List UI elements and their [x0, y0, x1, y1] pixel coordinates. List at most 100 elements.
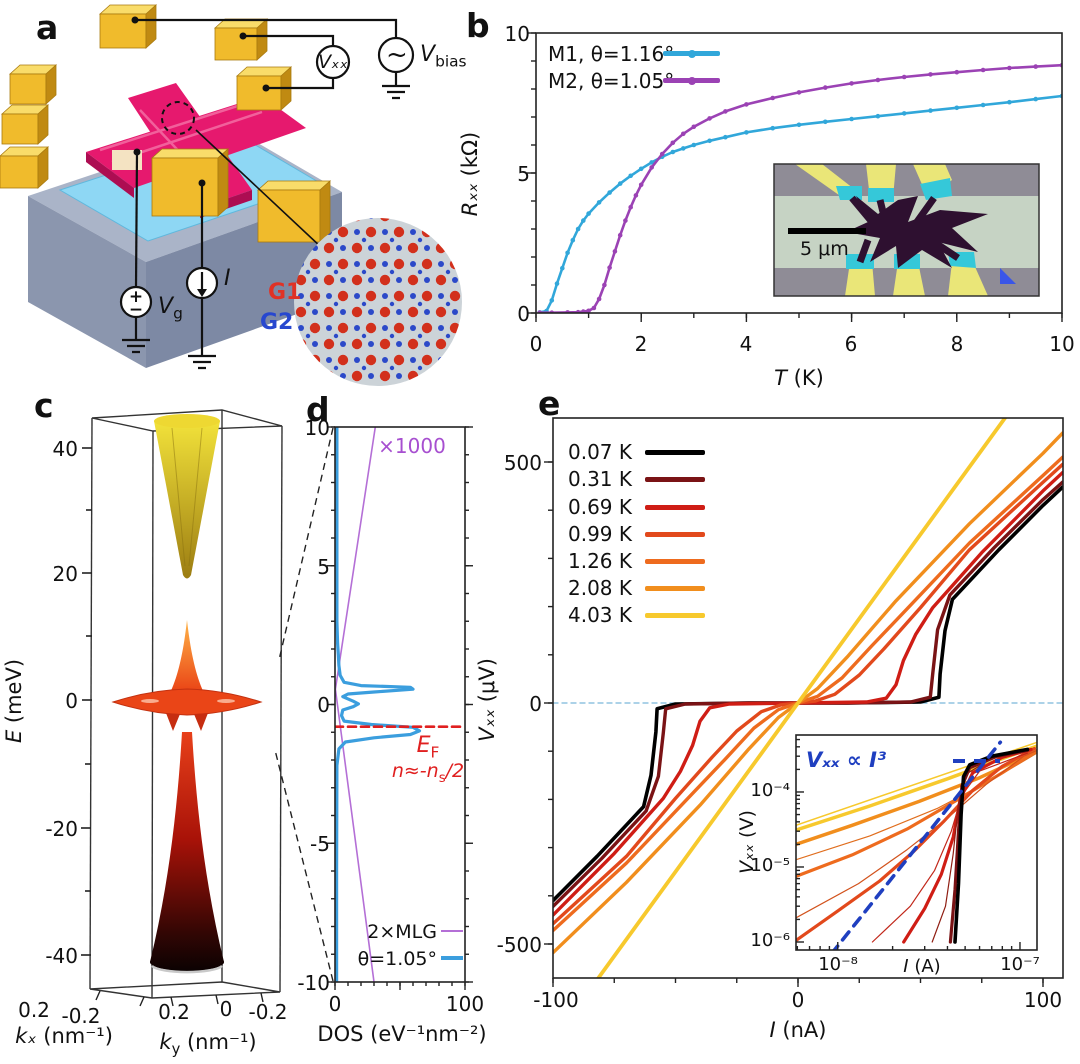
einset-ytick-1e-4: 10⁻⁴: [750, 780, 790, 801]
e-legend-007-label: 0.07 K: [568, 440, 633, 464]
substrate-left: [28, 196, 146, 368]
panel-label-c: c: [34, 386, 54, 425]
c-kaxis-ticks: [95, 990, 264, 1007]
d-ytick-10: 10: [304, 416, 330, 440]
b-legend-m1-label: M1, θ=1.16°: [548, 42, 675, 66]
e-legend-069-swatch: [645, 505, 705, 510]
c-kytick-02: 0.2: [158, 1000, 190, 1024]
c-kxtick-m02: -0.2: [61, 1004, 101, 1028]
e-legend-208-swatch: [645, 586, 705, 591]
d-xtick-100: 100: [445, 992, 485, 1016]
einset-ytick-1e-5: 10⁻⁵: [750, 855, 790, 876]
b-ytick-5: 5: [517, 162, 530, 186]
e-legend-126-label: 1.26 K: [568, 549, 633, 573]
cone-seams: [171, 427, 203, 567]
upper-cone-top: [154, 414, 220, 428]
e-legend-031-label: 0.31 K: [568, 467, 633, 491]
e-yaxis-label: Vₓₓ (μV): [475, 658, 499, 742]
b-xtick-4: 4: [739, 332, 753, 356]
c-ky-label: ky (nm⁻¹): [159, 1030, 257, 1059]
tbg-edge-1: [86, 152, 134, 198]
vxx-meter-label: Vₓₓ: [318, 51, 348, 73]
e-legend-126-swatch: [645, 559, 705, 564]
e-xaxis-label: I (nA): [769, 1018, 827, 1042]
c-kytick-0: 0: [219, 997, 233, 1021]
flat-band-glint-2: [217, 699, 235, 703]
vbias-label: Vbias: [420, 42, 467, 71]
e-ytick-m500: -500: [496, 933, 542, 957]
iv-chart-series: [553, 418, 1063, 978]
lower-cone-rim: [151, 965, 223, 974]
zoom-connector-lines: [274, 427, 334, 982]
b-ytick-0: 0: [517, 302, 530, 326]
flat-band: [111, 688, 263, 716]
current-label: I: [224, 266, 231, 291]
g2-label: G2: [260, 310, 294, 335]
d-legend-mlg-label: 2×MLG: [367, 921, 437, 943]
einset-xtick-1e-7: 10⁻⁷: [1000, 954, 1040, 975]
b-legend-m1-swatch: [663, 49, 720, 58]
panel-label-a: a: [36, 8, 59, 47]
c-ytick-m40: -40: [45, 944, 78, 968]
einset-ytick-1e-6: 10⁻⁶: [750, 930, 790, 951]
b-xtick-10: 10: [1049, 332, 1075, 356]
c-ytick-20: 20: [52, 562, 78, 586]
device-schematic: [0, 4, 462, 386]
flat-band-spike: [168, 620, 206, 697]
d-ytick-m5: -5: [310, 832, 330, 856]
dos-chart-series: [335, 427, 465, 982]
current-arrow-icon: [197, 272, 207, 297]
flat-band-glint-1: [141, 699, 159, 703]
d-ytick-5: 5: [317, 555, 330, 579]
vxx-meter-circle: [315, 44, 351, 80]
rt-chart-series: [537, 62, 1062, 313]
photo-blue-triangle: [1000, 268, 1016, 284]
gate-contact: [112, 150, 142, 170]
gold-pads: [0, 4, 332, 243]
flat-band-lower-spikes: [166, 713, 208, 731]
upper-dirac-cone: [154, 421, 220, 579]
moire-lattice-image: [294, 218, 462, 386]
c-ytick-0: 0: [65, 689, 78, 713]
b-yaxis-label: Rₓₓ (kΩ): [458, 131, 482, 217]
d-ytick-m10: -10: [297, 971, 330, 995]
vg-label: Vg: [158, 294, 183, 323]
e-legend-069-label: 0.69 K: [568, 495, 633, 519]
panel-label-b: b: [466, 6, 490, 45]
moire-region-circle: [161, 101, 195, 135]
e-legend-208-label: 2.08 K: [568, 576, 633, 600]
b-xtick-2: 2: [634, 332, 648, 356]
c-yaxis-label: E (meV): [2, 658, 26, 744]
vg-source-circle: [119, 285, 153, 319]
ac-source-icon: ~: [386, 40, 408, 70]
scale-bar-label: 5 μm: [800, 238, 849, 260]
e-xtick-100: 100: [1023, 988, 1063, 1012]
wire-contact-dots: [131, 16, 270, 187]
c-ytick-40: 40: [52, 437, 78, 461]
e-xtick-m100: -100: [533, 988, 579, 1012]
b-xtick-0: 0: [529, 332, 543, 356]
d-ef-label: EF: [416, 733, 440, 762]
panel-label-d: d: [306, 390, 330, 429]
e-legend-403-swatch: [645, 613, 705, 618]
c-kytick-m02: -0.2: [248, 1000, 288, 1024]
axis-ticks: [327, 32, 1063, 990]
c-ytick-m20: -20: [45, 817, 78, 841]
i3-guide-label: Vₓₓ ∝ I³: [806, 748, 887, 772]
e-xtick-0: 0: [791, 988, 805, 1012]
b-ytick-10: 10: [504, 22, 530, 46]
e-legend-099-label: 0.99 K: [568, 522, 633, 546]
b-xtick-6: 6: [844, 332, 858, 356]
iv-chart-frame: [552, 417, 1064, 979]
c-kxtick-02: 0.2: [18, 998, 50, 1022]
lower-dirac-cone: [150, 732, 224, 971]
loglog-inset-frame: [795, 734, 1038, 951]
vbias-source-circle: [377, 36, 415, 74]
b-legend-m2-swatch: [663, 76, 720, 85]
photo-flake-arms: [849, 195, 960, 264]
g1-label: G1: [268, 280, 302, 305]
plus-icon: +: [128, 287, 144, 307]
circuit-wires: [122, 18, 410, 370]
